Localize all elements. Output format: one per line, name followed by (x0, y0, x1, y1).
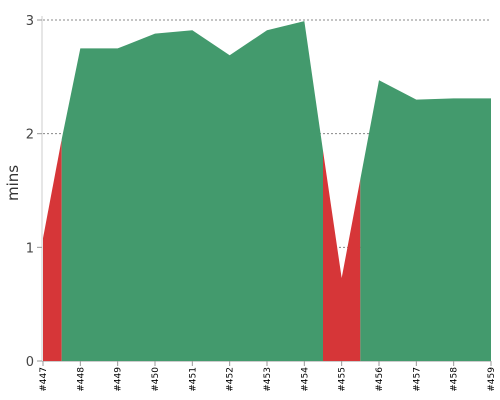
x-tick-label: #458 (450, 367, 460, 392)
x-tick-label: #456 (375, 367, 385, 392)
success-area (61, 21, 324, 362)
failure-area (43, 139, 62, 361)
x-tick-label: #452 (226, 367, 236, 392)
y-tick-label: 0 (26, 355, 34, 370)
x-tick-label: #449 (114, 367, 124, 392)
y-tick-label: 3 (26, 14, 34, 29)
x-tick-label: #448 (76, 367, 86, 392)
area-layer (43, 21, 491, 362)
x-axis: #447 #448 #449 #450 #451 #452 #453 #454 #455 #456… (39, 361, 497, 392)
x-tick-label: #447 (39, 367, 49, 392)
y-axis: 0 1 2 3 (26, 14, 43, 370)
y-tick-label: 1 (26, 241, 34, 256)
y-axis-label: mins (4, 165, 22, 201)
x-tick-label: #457 (412, 367, 422, 392)
success-area (360, 80, 491, 361)
x-tick-label: #454 (300, 367, 310, 392)
failure-area (323, 150, 361, 361)
x-tick-label: #459 (487, 367, 497, 392)
x-tick-label: #451 (188, 367, 198, 392)
y-tick-label: 2 (26, 128, 34, 143)
x-tick-label: #455 (338, 367, 348, 392)
x-tick-label: #453 (263, 367, 273, 392)
x-tick-label: #450 (151, 367, 161, 392)
